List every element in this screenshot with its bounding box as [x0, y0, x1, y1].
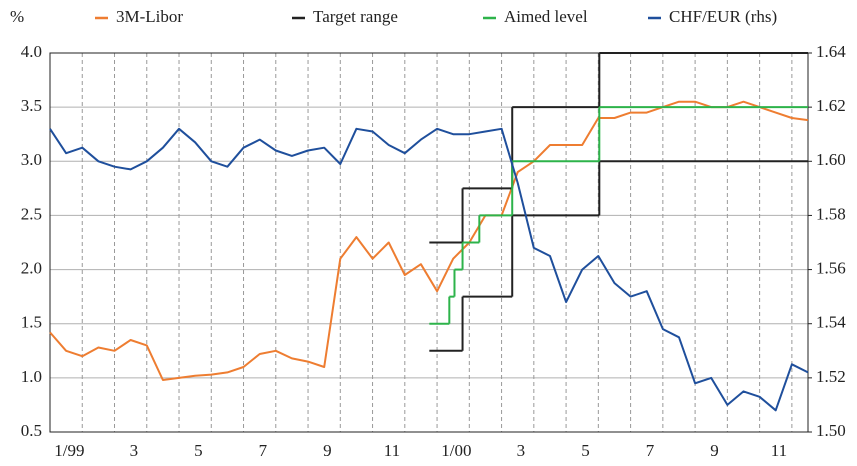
- y-tick-label: 3.5: [21, 96, 42, 115]
- x-tick-label: 5: [194, 441, 203, 460]
- x-tick-label: 9: [323, 441, 332, 460]
- series-line: [49, 127, 809, 412]
- y-tick-label: 2.0: [21, 258, 42, 277]
- legend-label: Aimed level: [504, 7, 588, 26]
- y2-tick-label: 1.54: [816, 313, 846, 332]
- x-tick-label: 3: [517, 441, 526, 460]
- legend-label: 3M-Libor: [116, 7, 183, 26]
- y2-tick-label: 1.60: [816, 150, 846, 169]
- y-tick-label: 0.5: [21, 421, 42, 440]
- y2-tick-label: 1.64: [816, 42, 846, 61]
- x-tick-label: 5: [581, 441, 590, 460]
- y-tick-label: 1.5: [21, 313, 42, 332]
- series-line: [49, 100, 809, 381]
- y-tick-label: 1.0: [21, 367, 42, 386]
- y-axis-label: %: [10, 7, 24, 26]
- legend-label: CHF/EUR (rhs): [669, 7, 777, 26]
- y2-tick-label: 1.56: [816, 258, 846, 277]
- y-tick-label: 4.0: [21, 42, 42, 61]
- x-tick-label: 7: [646, 441, 655, 460]
- plot-frame: [49, 52, 809, 433]
- y-tick-label: 2.5: [21, 204, 42, 223]
- legend-label: Target range: [313, 7, 398, 26]
- x-tick-label: 1/99: [54, 441, 84, 460]
- y2-tick-label: 1.58: [816, 204, 846, 223]
- y2-tick-label: 1.50: [816, 421, 846, 440]
- y-tick-label: 3.0: [21, 150, 42, 169]
- x-tick-label: 7: [259, 441, 268, 460]
- x-tick-label: 1/00: [441, 441, 471, 460]
- y2-tick-label: 1.52: [816, 367, 846, 386]
- x-tick-label: 9: [710, 441, 719, 460]
- y2-tick-label: 1.62: [816, 96, 846, 115]
- x-tick-label: 3: [130, 441, 139, 460]
- x-tick-label: 11: [771, 441, 787, 460]
- x-tick-label: 11: [384, 441, 400, 460]
